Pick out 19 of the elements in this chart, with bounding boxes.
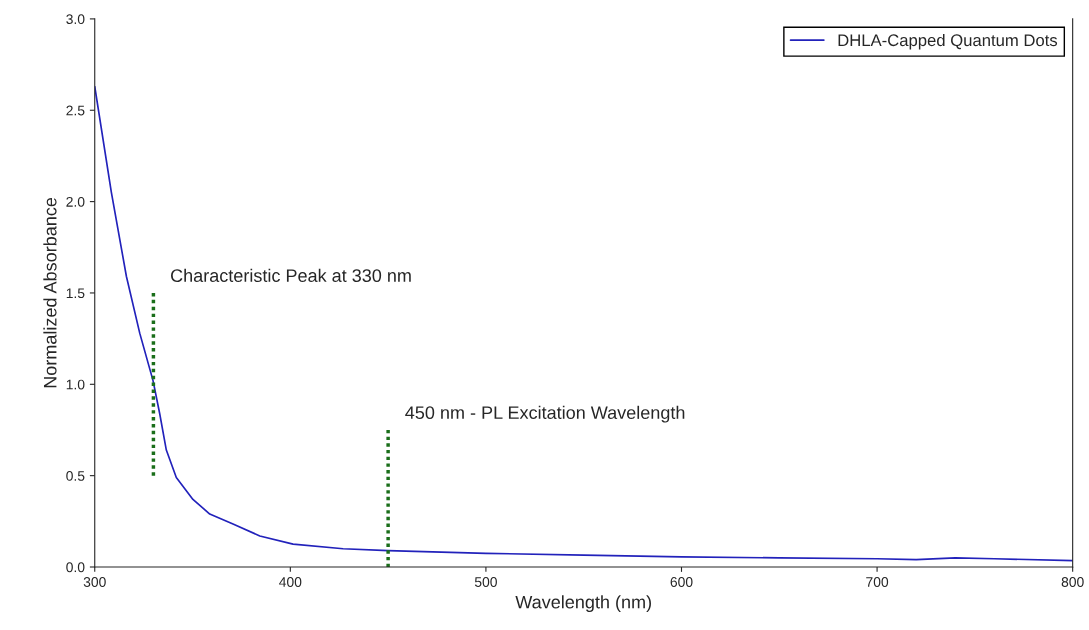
x-tick-label: 600 (670, 577, 693, 587)
x-tick-label: 700 (866, 577, 889, 587)
x-axis-title: Wavelength (nm) (515, 595, 651, 613)
y-axis-title: Normalized Absorbance (43, 197, 57, 388)
y-tick-label: 0.0 (66, 562, 85, 573)
annotation: Characteristic Peak at 330 nm (171, 268, 411, 283)
annotation: 450 nm - PL Excitation Wavelength (405, 405, 685, 423)
legend-label: DHLA-Capped Quantum Dots (838, 33, 1058, 50)
y-tick-label: 3.0 (66, 14, 85, 25)
x-tick-label: 400 (279, 577, 302, 587)
y-tick-label: 2.0 (66, 196, 85, 207)
line-series (94, 85, 1073, 562)
x-tick-label: 300 (83, 577, 106, 587)
y-tick-label: 0.5 (66, 470, 85, 481)
y-tick-label: 1.5 (66, 288, 85, 299)
y-tick-label: 2.5 (66, 105, 85, 116)
x-tick-label: 800 (1061, 577, 1084, 587)
y-tick-label: 1.0 (66, 379, 85, 390)
x-tick-label: 500 (474, 577, 497, 587)
